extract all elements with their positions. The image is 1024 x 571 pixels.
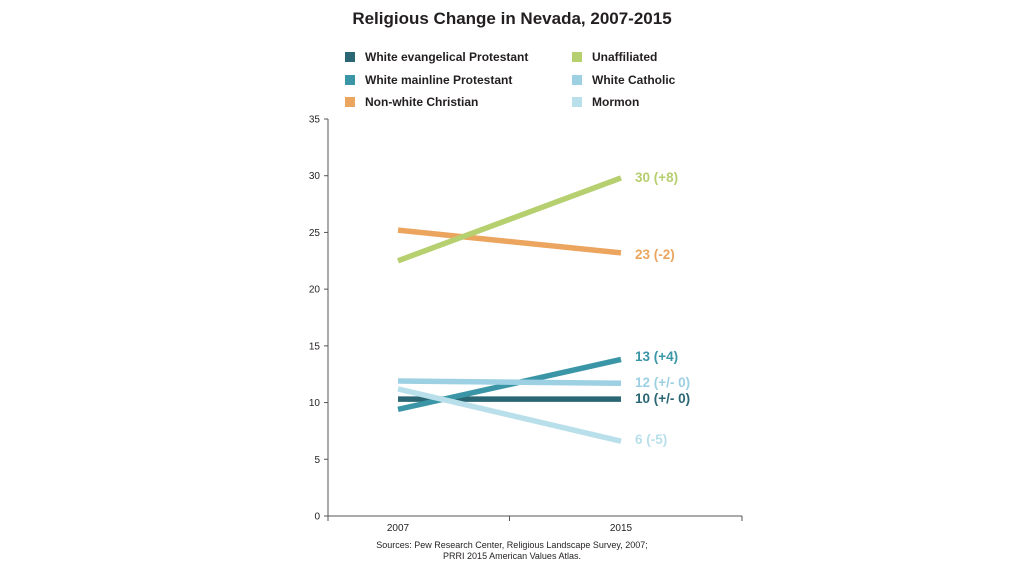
legend-swatch <box>572 52 582 62</box>
chart-title: Religious Change in Nevada, 2007-2015 <box>352 9 672 28</box>
sources-note: Sources: Pew Research Center, Religious … <box>0 540 1024 562</box>
x-tick-label: 2015 <box>610 523 633 534</box>
end-label-white-mainline-protestant: 13 (+4) <box>635 349 678 364</box>
legend-label: White Catholic <box>592 72 676 87</box>
legend-swatch <box>345 52 355 62</box>
y-tick-label: 35 <box>309 115 321 126</box>
legend-label: Unaffiliated <box>592 50 658 64</box>
legend-item-white-evangelical-protestant: White evangelical Protestant <box>345 48 528 66</box>
y-tick-label: 30 <box>309 171 321 182</box>
series-line-mormon <box>397 386 622 444</box>
legend-item-white-catholic: White Catholic <box>572 71 675 89</box>
legend-swatch <box>572 97 582 107</box>
legend-label: Mormon <box>592 95 640 109</box>
legend-item-mormon: Mormon <box>572 93 639 111</box>
legend-label: White mainline Protestant <box>365 72 513 87</box>
series-line-non-white-christian <box>397 227 622 256</box>
y-tick-label: 0 <box>314 512 320 523</box>
end-label-white-catholic: 12 (+/- 0) <box>635 375 690 390</box>
end-label-mormon: 6 (-5) <box>635 432 667 447</box>
series-line-white-catholic <box>397 378 622 387</box>
legend-label: White evangelical Protestant <box>365 50 529 64</box>
y-tick-label: 25 <box>309 228 321 239</box>
y-tick-label: 5 <box>314 455 320 466</box>
x-tick-label: 2007 <box>387 523 410 534</box>
legend-swatch <box>345 74 355 85</box>
legend-label: Non-white Christian <box>365 95 479 109</box>
y-tick-label: 10 <box>309 398 321 409</box>
y-tick-label: 15 <box>309 341 321 352</box>
y-tick-label: 20 <box>309 285 321 296</box>
sources-line-2: PRRI 2015 American Values Atlas. <box>443 551 581 561</box>
legend-item-unaffiliated: Unaffiliated <box>572 48 657 66</box>
end-label-non-white-christian: 23 (-2) <box>635 247 675 262</box>
end-label-unaffiliated: 30 (+8) <box>635 170 678 185</box>
legend-item-non-white-christian: Non-white Christian <box>345 93 478 111</box>
legend-item-white-mainline-protestant: White mainline Protestant <box>345 71 512 89</box>
legend-swatch <box>345 97 355 107</box>
sources-line-1: Sources: Pew Research Center, Religious … <box>376 540 648 550</box>
legend-swatch <box>572 74 582 85</box>
series-line-unaffiliated <box>397 175 622 264</box>
end-label-white-evangelical-protestant: 10 (+/- 0) <box>635 391 690 406</box>
